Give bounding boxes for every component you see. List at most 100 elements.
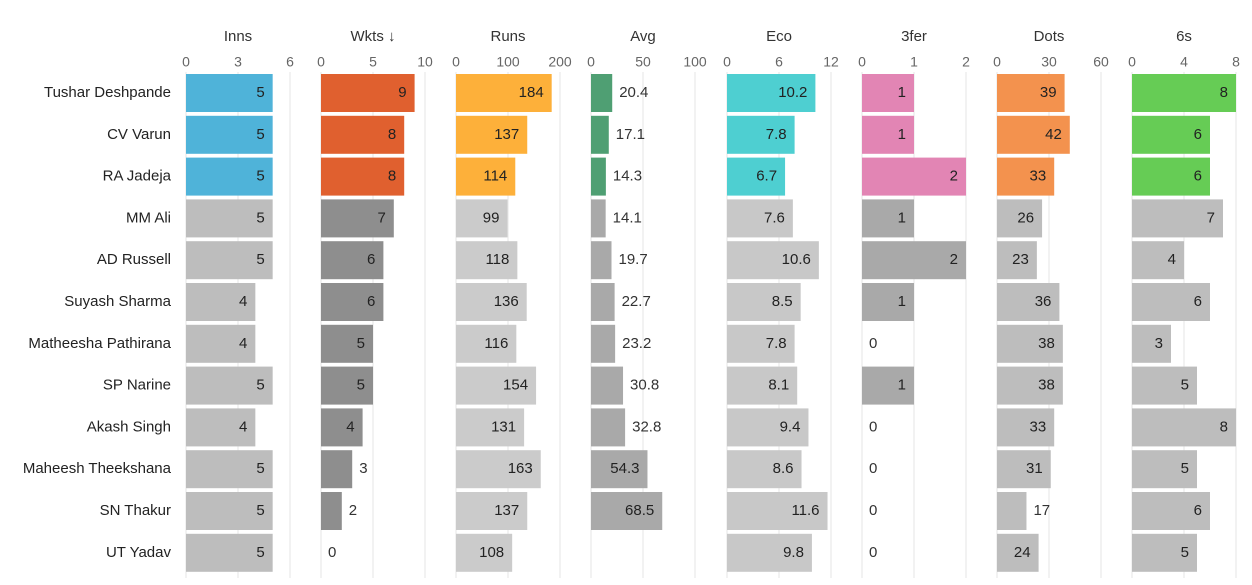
- player-name: CV Varun: [107, 126, 171, 143]
- player-name: RA Jadeja: [103, 168, 172, 185]
- data-label: 30.8: [630, 377, 659, 394]
- data-label: 23.2: [622, 335, 651, 352]
- column-title-inns: Inns: [224, 28, 252, 45]
- bar: [727, 241, 819, 280]
- data-label: 6: [1194, 126, 1202, 143]
- data-label: 7.8: [766, 335, 787, 352]
- data-label: 0: [328, 544, 336, 561]
- tick-label: 0: [858, 54, 866, 70]
- bar: [321, 115, 405, 154]
- bar: [727, 533, 812, 572]
- tick-label: 10: [417, 54, 433, 70]
- tick-label: 0: [993, 54, 1001, 70]
- data-label: 0: [869, 544, 877, 561]
- tick-label: 100: [683, 54, 707, 70]
- bar: [591, 74, 613, 112]
- tick-label: 0: [1128, 54, 1136, 70]
- data-label: 26: [1017, 209, 1034, 226]
- bar: [1132, 157, 1210, 196]
- bar: [727, 199, 793, 238]
- bar: [591, 283, 615, 321]
- data-label: 163: [508, 460, 533, 477]
- data-label: 0: [869, 335, 877, 352]
- bar: [591, 408, 626, 447]
- bar: [321, 366, 373, 405]
- tick-label: 0: [182, 54, 190, 70]
- data-label: 99: [483, 209, 500, 226]
- data-label: 6: [1194, 168, 1202, 185]
- bar: [456, 241, 518, 280]
- tick-label: 0: [587, 54, 595, 70]
- bar: [186, 533, 273, 572]
- data-label: 20.4: [619, 84, 648, 101]
- data-label: 14.1: [613, 209, 642, 226]
- data-label: 154: [503, 377, 528, 394]
- data-label: 0: [869, 502, 877, 519]
- bar: [591, 450, 648, 489]
- data-label: 5: [256, 544, 264, 561]
- bar: [997, 283, 1060, 321]
- bar: [1132, 241, 1184, 280]
- data-label: 42: [1045, 126, 1062, 143]
- bar: [997, 450, 1051, 489]
- bar: [997, 74, 1065, 112]
- data-label: 137: [494, 502, 519, 519]
- data-label: 2: [950, 168, 958, 185]
- data-label: 5: [256, 377, 264, 394]
- data-label: 184: [519, 84, 544, 101]
- bar: [591, 199, 606, 238]
- bar: [862, 283, 914, 321]
- data-label: 5: [256, 251, 264, 268]
- data-label: 116: [484, 335, 508, 352]
- player-name: Tushar Deshpande: [44, 84, 171, 101]
- bar: [727, 157, 786, 196]
- data-label: 5: [256, 460, 264, 477]
- tick-label: 200: [548, 54, 572, 70]
- tick-label: 1: [910, 54, 918, 70]
- bar: [186, 492, 273, 530]
- bar: [862, 74, 914, 112]
- tick-label: 4: [1180, 54, 1188, 70]
- column-title-avg: Avg: [630, 28, 656, 45]
- tick-label: 0: [723, 54, 731, 70]
- data-label: 114: [483, 168, 507, 185]
- data-label: 5: [357, 335, 365, 352]
- data-label: 5: [256, 502, 264, 519]
- bar: [456, 157, 516, 196]
- data-label: 6.7: [756, 168, 777, 185]
- data-label: 8: [388, 168, 396, 185]
- bar: [591, 115, 609, 154]
- bar: [727, 366, 798, 405]
- player-name: Matheesha Pathirana: [28, 335, 171, 352]
- data-label: 118: [485, 251, 509, 268]
- player-name: SP Narine: [103, 377, 171, 394]
- data-label: 5: [357, 377, 365, 394]
- data-label: 2: [950, 251, 958, 268]
- player-name: Maheesh Theekshana: [23, 460, 172, 477]
- bar: [727, 115, 795, 154]
- data-label: 0: [869, 418, 877, 435]
- bar: [997, 157, 1055, 196]
- bar: [862, 241, 966, 280]
- bar: [456, 450, 541, 489]
- data-label: 7.8: [766, 126, 787, 143]
- bar: [321, 408, 363, 447]
- bar: [456, 199, 508, 238]
- player-name: AD Russell: [97, 251, 171, 268]
- bar: [456, 408, 525, 447]
- data-label: 8: [1220, 84, 1228, 101]
- player-name: UT Yadav: [106, 544, 172, 561]
- tick-label: 5: [369, 54, 377, 70]
- bar: [862, 199, 914, 238]
- bar: [997, 492, 1027, 530]
- bar: [862, 157, 966, 196]
- data-label: 4: [346, 418, 354, 435]
- bar: [321, 283, 384, 321]
- bar: [727, 324, 795, 363]
- data-label: 5: [256, 126, 264, 143]
- bar: [456, 74, 552, 112]
- data-label: 39: [1040, 84, 1057, 101]
- tick-label: 2: [962, 54, 970, 70]
- data-label: 7: [377, 209, 385, 226]
- data-label: 17.1: [616, 126, 645, 143]
